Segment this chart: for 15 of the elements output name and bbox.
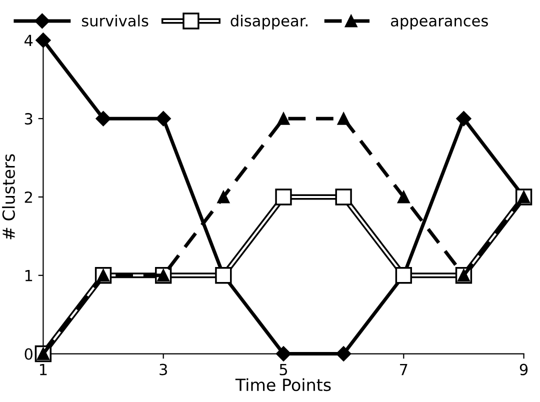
x-axis-title: Time Points <box>235 378 331 392</box>
x-tick-label: 9 <box>520 364 528 376</box>
legend-label: survivals <box>82 14 148 27</box>
legend-label: disappear. <box>230 14 308 30</box>
y-tick-label: 1 <box>25 270 32 282</box>
x-tick-label: 1 <box>40 364 47 376</box>
y-axis-title: # Clusters <box>2 154 15 240</box>
x-tick-label: 3 <box>160 364 167 376</box>
y-tick-label: 0 <box>24 348 32 360</box>
y-tick-label: 3 <box>24 113 32 125</box>
x-tick-label: 7 <box>400 364 408 376</box>
y-tick-label: 4 <box>24 34 33 46</box>
legend-label: appearances <box>390 18 488 30</box>
y-tick-label: 2 <box>24 191 32 203</box>
x-tick-label: 5 <box>280 364 288 376</box>
